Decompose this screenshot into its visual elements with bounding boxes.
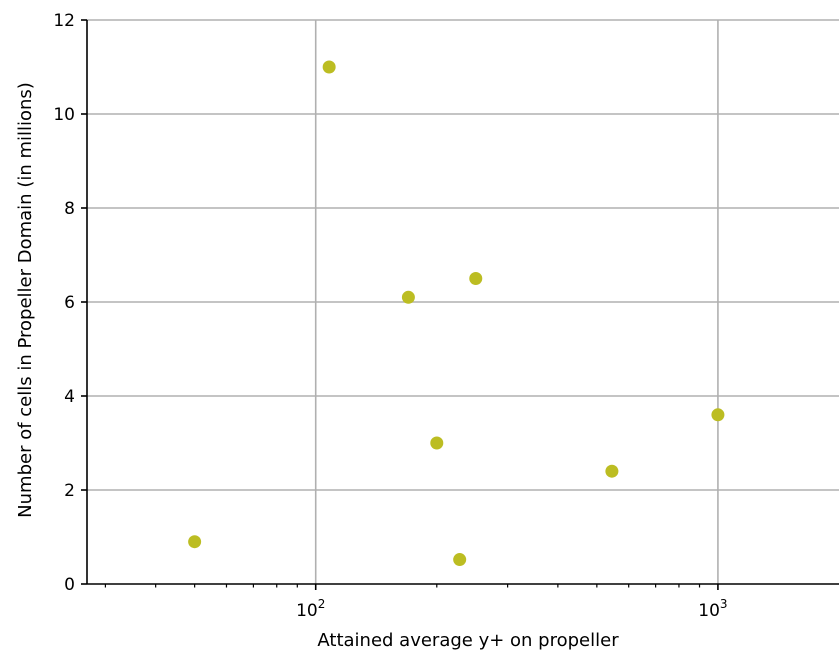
- scatter-point: [430, 436, 444, 450]
- y-tick-label: 12: [53, 11, 75, 31]
- scatter-point: [605, 464, 619, 478]
- scatter-point: [453, 553, 467, 567]
- y-tick-label: 8: [64, 199, 75, 219]
- scatter-point: [711, 408, 725, 422]
- scatter-point: [401, 290, 415, 304]
- scatter-point: [322, 60, 336, 74]
- axis-ticks: 0 2 4 6 8 10 12 102 103: [53, 11, 727, 621]
- scatter-point: [469, 272, 483, 285]
- y-tick-label: 10: [53, 105, 75, 125]
- y-tick-label: 2: [64, 481, 75, 501]
- x-tick-label: 103: [698, 597, 727, 621]
- x-axis-label: Attained average y+ on propeller: [317, 630, 619, 651]
- data-points: [188, 60, 725, 567]
- y-axis-label: Number of cells in Propeller Domain (in …: [15, 82, 36, 518]
- x-tick-label: 102: [296, 597, 325, 621]
- scatter-point: [188, 535, 202, 549]
- grid: [87, 19, 839, 584]
- y-tick-label: 6: [64, 293, 75, 313]
- y-tick-label: 0: [64, 575, 75, 595]
- y-tick-label: 4: [64, 387, 75, 407]
